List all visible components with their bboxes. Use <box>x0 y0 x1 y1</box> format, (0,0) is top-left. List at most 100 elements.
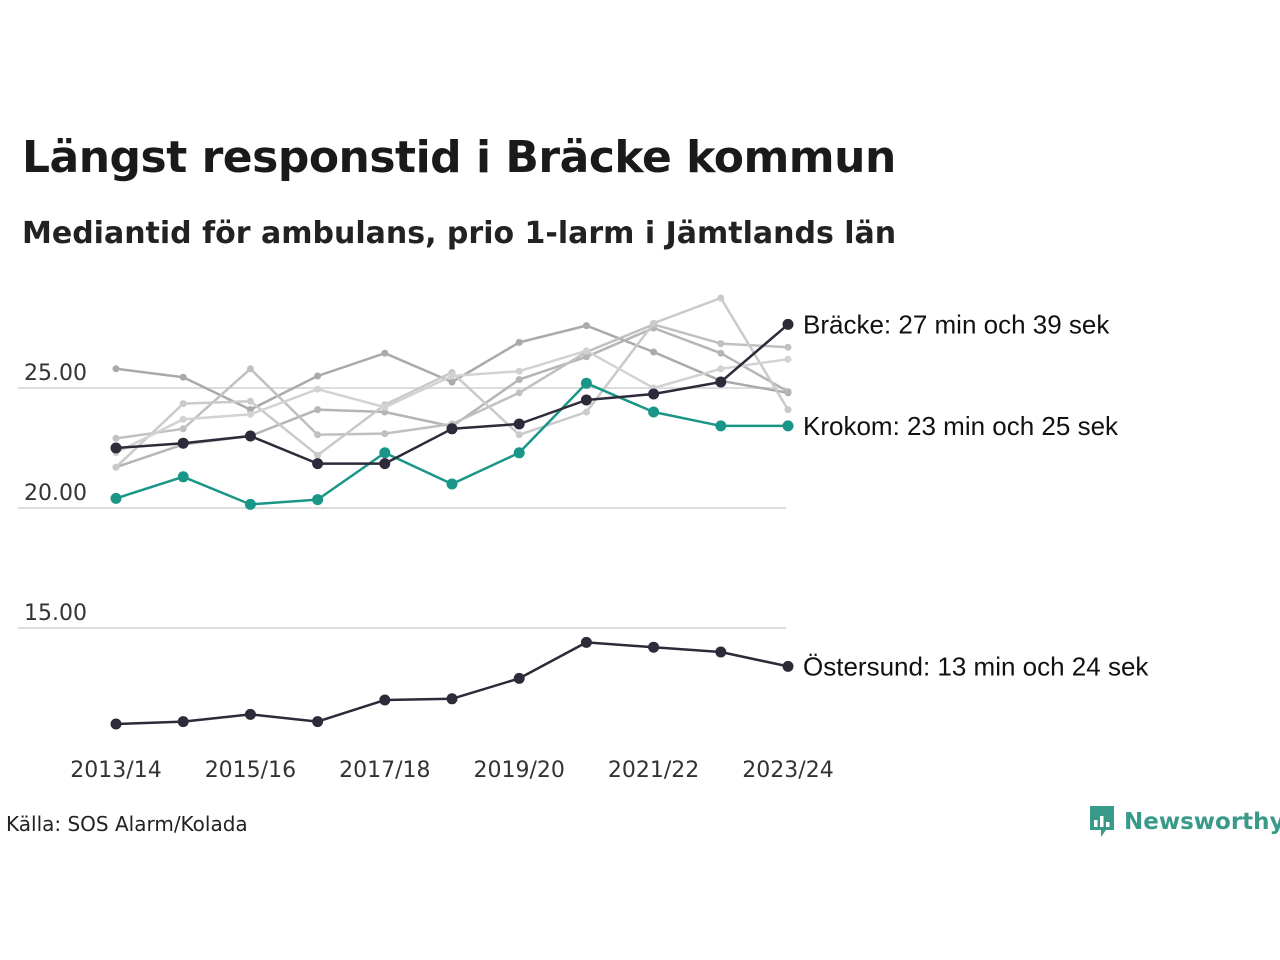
data-point <box>715 420 727 432</box>
data-point <box>650 319 658 327</box>
data-point <box>244 708 256 720</box>
data-point <box>446 423 458 435</box>
y-tick-label: 25.00 <box>24 361 87 386</box>
series-layer <box>110 294 794 730</box>
grid-layer <box>18 387 786 629</box>
brand-logo: Newsworthy <box>1088 804 1280 840</box>
data-point <box>179 415 187 423</box>
data-point <box>246 406 254 414</box>
data-point <box>246 397 254 405</box>
data-point <box>515 376 523 384</box>
source-note: Källa: SOS Alarm/Kolada <box>6 812 248 836</box>
data-point <box>112 463 120 471</box>
data-point <box>784 343 792 351</box>
x-tick-label: 2017/18 <box>339 758 430 783</box>
data-point <box>179 400 187 408</box>
data-point <box>448 372 456 380</box>
data-point <box>246 410 254 418</box>
data-point <box>177 716 189 728</box>
data-point <box>784 388 792 396</box>
brand-name: Newsworthy <box>1124 809 1280 835</box>
data-point <box>784 355 792 363</box>
end-label-östersund: Östersund: 13 min och 24 sek <box>803 651 1149 681</box>
data-point <box>448 378 456 386</box>
series-krokom <box>110 377 794 510</box>
data-point <box>648 406 660 418</box>
data-point <box>582 322 590 330</box>
series-grey <box>112 324 792 471</box>
data-point <box>314 431 322 439</box>
data-point <box>582 347 590 355</box>
data-point <box>515 431 523 439</box>
data-point <box>515 389 523 397</box>
data-point <box>179 425 187 433</box>
data-point <box>314 406 322 414</box>
x-tick-label: 2021/22 <box>608 758 699 783</box>
data-point <box>513 447 525 459</box>
data-point <box>110 492 122 504</box>
x-tick-label: 2015/16 <box>205 758 296 783</box>
data-point <box>717 294 725 302</box>
data-point <box>110 718 122 730</box>
data-point <box>648 388 660 400</box>
data-point <box>312 494 324 506</box>
y-tick-label: 20.00 <box>24 481 87 506</box>
data-point <box>379 694 391 706</box>
data-point <box>580 394 592 406</box>
series-line <box>115 641 789 726</box>
data-point <box>314 451 322 459</box>
y-tick-label: 15.00 <box>24 601 87 626</box>
data-point <box>314 372 322 380</box>
data-point <box>580 377 592 389</box>
data-point <box>379 458 391 470</box>
data-point <box>582 353 590 361</box>
data-point <box>580 636 592 648</box>
data-point <box>717 349 725 357</box>
x-tick-label: 2019/20 <box>473 758 564 783</box>
x-axis-ticks: 2013/14 2015/16 2017/18 2019/20 2021/22 2023/… <box>70 758 833 783</box>
data-point <box>446 478 458 490</box>
data-point <box>648 641 660 653</box>
data-point <box>782 420 794 432</box>
data-point <box>782 318 794 330</box>
data-point <box>784 406 792 414</box>
data-point <box>513 672 525 684</box>
data-point <box>177 471 189 483</box>
data-point <box>715 646 727 658</box>
series-grey <box>112 347 792 457</box>
data-point <box>717 365 725 373</box>
data-point <box>314 385 322 393</box>
data-point <box>244 498 256 510</box>
data-point <box>513 418 525 430</box>
data-point <box>515 338 523 346</box>
end-labels: Krokom: 23 min och 25 sek Bräcke: 27 min … <box>803 309 1149 681</box>
x-tick-label: 2023/24 <box>742 758 833 783</box>
data-point <box>381 403 389 411</box>
end-label-bräcke: Bräcke: 27 min och 39 sek <box>803 309 1110 339</box>
x-tick-label: 2013/14 <box>70 758 161 783</box>
data-point <box>717 340 725 348</box>
chart-subtitle: Mediantid för ambulans, prio 1-larm i Jä… <box>22 216 897 251</box>
data-point <box>782 660 794 672</box>
data-point <box>179 373 187 381</box>
data-point <box>112 434 120 442</box>
chart-title: Längst responstid i Bräcke kommun <box>22 132 896 183</box>
data-point <box>515 367 523 375</box>
data-point <box>381 349 389 357</box>
end-label-krokom: Krokom: 23 min och 25 sek <box>803 411 1119 441</box>
series-grey <box>112 322 792 414</box>
data-point <box>379 447 391 459</box>
series-östersund <box>110 636 794 730</box>
data-point <box>312 458 324 470</box>
bar-chart-speech-icon <box>1090 806 1114 837</box>
data-point <box>715 376 727 388</box>
data-point <box>381 430 389 438</box>
y-axis-ticks: 15.00 20.00 25.00 <box>24 361 87 626</box>
data-point <box>112 365 120 373</box>
data-point <box>381 408 389 416</box>
data-point <box>582 408 590 416</box>
series-bräcke <box>110 318 794 470</box>
data-point <box>650 348 658 356</box>
data-point <box>110 442 122 454</box>
